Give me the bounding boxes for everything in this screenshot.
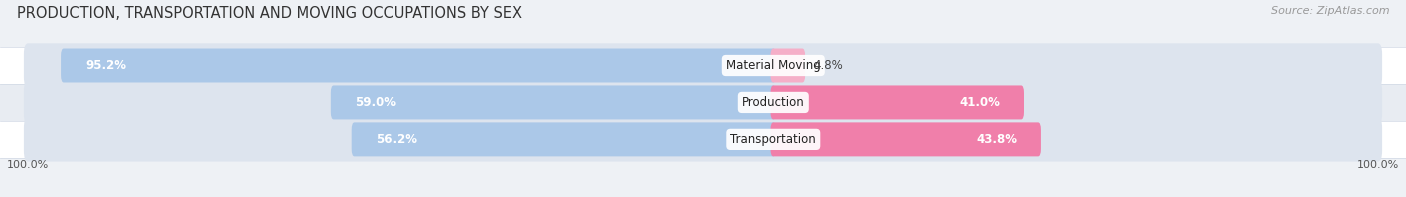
Text: 4.8%: 4.8% <box>814 59 844 72</box>
Text: Production: Production <box>742 96 804 109</box>
Text: 56.2%: 56.2% <box>375 133 416 146</box>
Text: Source: ZipAtlas.com: Source: ZipAtlas.com <box>1271 6 1389 16</box>
FancyBboxPatch shape <box>24 117 1382 162</box>
Bar <box>0 47 1406 84</box>
Text: PRODUCTION, TRANSPORTATION AND MOVING OCCUPATIONS BY SEX: PRODUCTION, TRANSPORTATION AND MOVING OC… <box>17 6 522 21</box>
Text: Transportation: Transportation <box>731 133 815 146</box>
Text: 100.0%: 100.0% <box>1357 160 1399 170</box>
Text: 59.0%: 59.0% <box>354 96 395 109</box>
Text: 100.0%: 100.0% <box>7 160 49 170</box>
FancyBboxPatch shape <box>24 43 1382 88</box>
FancyBboxPatch shape <box>352 122 776 156</box>
FancyBboxPatch shape <box>60 48 776 83</box>
Text: 95.2%: 95.2% <box>84 59 127 72</box>
Bar <box>0 84 1406 121</box>
FancyBboxPatch shape <box>770 48 806 83</box>
FancyBboxPatch shape <box>24 80 1382 125</box>
Text: Material Moving: Material Moving <box>725 59 821 72</box>
FancyBboxPatch shape <box>330 85 776 119</box>
Text: 41.0%: 41.0% <box>959 96 1000 109</box>
FancyBboxPatch shape <box>770 122 1040 156</box>
Text: 43.8%: 43.8% <box>976 133 1017 146</box>
Bar <box>0 121 1406 158</box>
FancyBboxPatch shape <box>770 85 1024 119</box>
